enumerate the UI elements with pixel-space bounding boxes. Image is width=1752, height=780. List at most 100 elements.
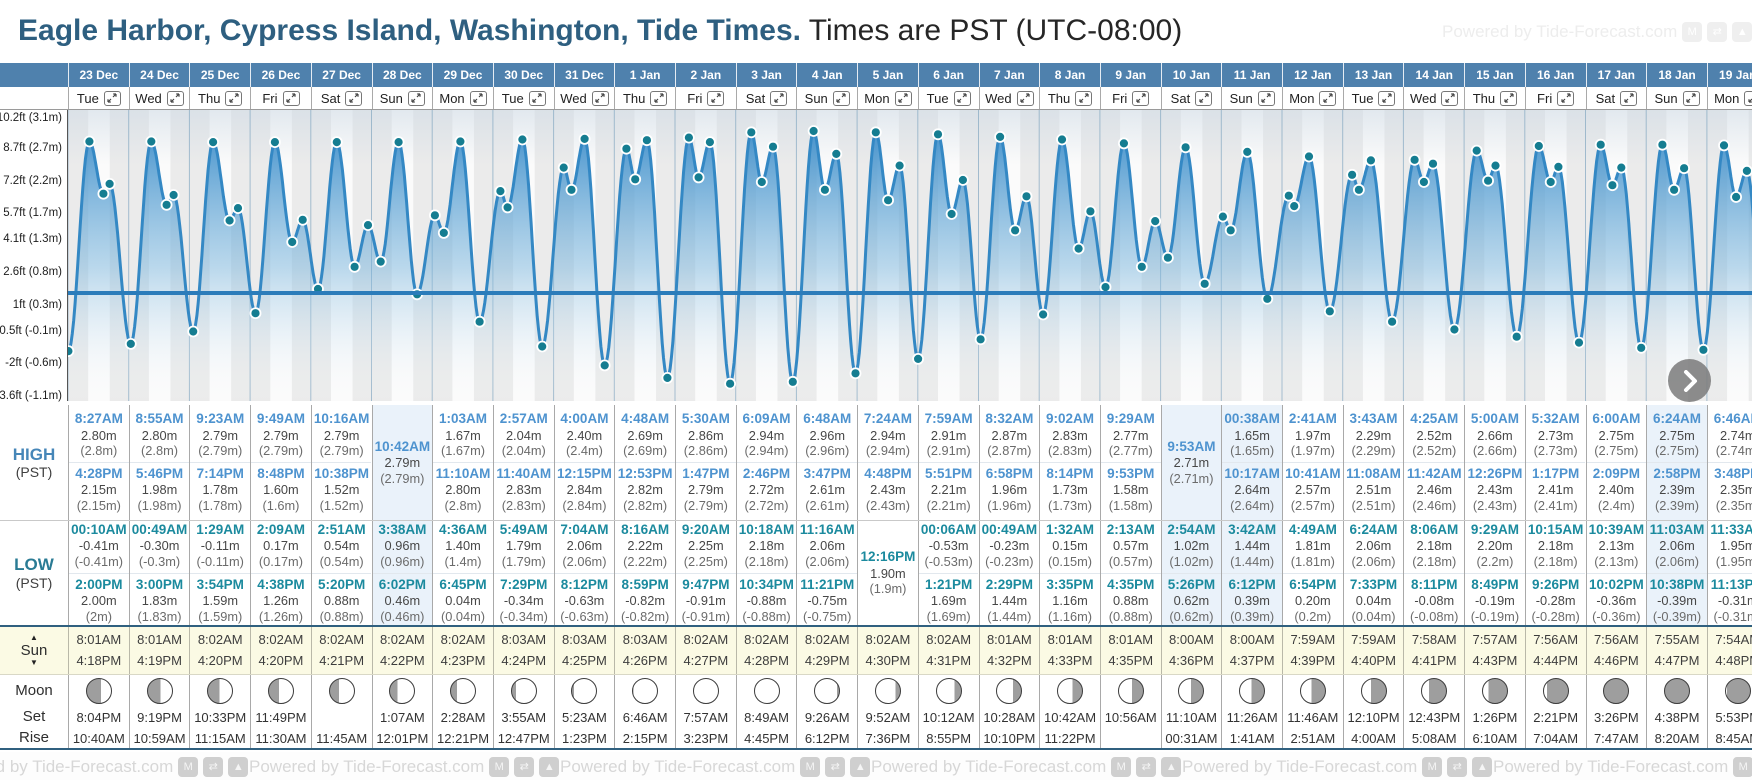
expand-day-button[interactable] [407, 90, 425, 106]
expand-day-button[interactable] [166, 90, 184, 106]
high-tide-entry: 8:27AM 2.80m (2.8m) [69, 408, 129, 462]
moon-phase-cell [1342, 675, 1404, 706]
expand-day-button[interactable] [1195, 90, 1213, 106]
low-tide-entry: 1:21PM 1.69m (1.69m) [918, 572, 979, 626]
expand-icon [1561, 93, 1571, 103]
moon-set-time: 2:21PM [1533, 709, 1579, 725]
expand-day-button[interactable] [282, 90, 300, 106]
sunrise-time: 8:01AM [986, 632, 1032, 648]
tide-height: 2.43m [870, 482, 906, 498]
expand-day-button[interactable] [1744, 90, 1752, 106]
tide-height: 2.57m [1295, 482, 1331, 498]
high-tide-entry: 7:59AM 2.91m (2.91m) [919, 408, 979, 462]
tide-height: 2.51m [1355, 482, 1392, 498]
expand-day-button[interactable] [1075, 90, 1093, 106]
expand-day-button[interactable] [225, 90, 243, 106]
low-tide-entry: 7:04AM 2.06m (2.06m) [555, 521, 615, 573]
expand-day-button[interactable] [1441, 90, 1459, 106]
expand-day-button[interactable] [1257, 90, 1275, 106]
expand-day-button[interactable] [1500, 90, 1518, 106]
weekday-cell: Mon [432, 87, 493, 109]
moon-rise-time: 11:45AM [316, 730, 368, 746]
tide-height-alt: (1.97m) [1290, 443, 1335, 459]
tide-time: 3:48PM [1714, 466, 1752, 481]
low-tide-entry: 11:21PM -0.75m (-0.75m) [797, 572, 858, 626]
moon-phase-cell [796, 675, 858, 706]
tide-time: 2:00PM [75, 576, 123, 592]
low-tide-entry: 5:49AM 1.79m (1.79m) [494, 521, 554, 573]
expand-icon [1323, 93, 1333, 103]
tide-height: 2.79m [263, 427, 299, 443]
high-tide-cell: 9:53AM 2.71m (2.71m) [1160, 405, 1222, 520]
next-days-button[interactable] [1668, 359, 1711, 402]
weekday-cell: Thu [1039, 87, 1100, 109]
sun-rise-set-row: ▲ Sun ▼ 8:01AM 4:18PM 8:01AM 4:19PM 8:02AM 4:… [0, 625, 1752, 675]
tide-height-alt: (-0.63m) [560, 608, 609, 624]
expand-day-button[interactable] [469, 90, 487, 106]
expand-day-button[interactable] [528, 90, 546, 106]
tide-time: 4:25AM [1410, 411, 1459, 427]
low-tide-entry: 5:20PM 0.88m (0.88m) [311, 572, 372, 626]
low-tide-entry: 5:26PM 0.62m (0.62m) [1161, 572, 1222, 626]
low-tide-cell: 11:03AM 2.06m (2.06m) 10:38PM -0.39m (-0.39m) [1646, 521, 1707, 625]
date-cell: 28 Dec [371, 63, 433, 87]
tide-height-alt: (2.79m) [258, 443, 303, 459]
tide-height: 2.29m [1355, 427, 1392, 443]
expand-day-button[interactable] [1378, 90, 1396, 106]
expand-day-button[interactable] [103, 90, 121, 106]
tide-height: -0.08m [1414, 592, 1455, 608]
high-tide-cell: 9:23AM 2.79m (2.79m) 7:14PM 1.78m (1.78m) [189, 405, 251, 520]
expand-day-button[interactable] [1557, 90, 1575, 106]
low-tide-entry: 10:34PM -0.88m (-0.88m) [736, 572, 797, 626]
expand-day-button[interactable] [953, 90, 971, 106]
sunrise-time: 8:01AM [76, 632, 122, 648]
expand-day-button[interactable] [707, 90, 725, 106]
tide-height: 1.78m [202, 482, 239, 498]
moon-set-cell: 3:55AM [492, 706, 554, 728]
tide-height: -0.28m [1535, 592, 1576, 608]
chevron-right-icon [1683, 369, 1697, 392]
sun-label: Sun [20, 641, 48, 659]
expand-day-button[interactable] [1132, 90, 1150, 106]
tide-height: 2.39m [1659, 482, 1695, 498]
low-tide-entry: 12:16PM 1.90m (1.9m) [858, 546, 918, 600]
tide-height: 1.95m [1719, 538, 1752, 554]
expand-day-button[interactable] [1620, 90, 1638, 106]
expand-day-button[interactable] [345, 90, 363, 106]
low-tide-entry: 3:54PM 1.59m (1.59m) [190, 572, 251, 626]
moon-phase-cell [432, 675, 493, 706]
moon-rise-time: 4:00AM [1351, 730, 1396, 746]
tide-time: 3:43AM [1349, 411, 1398, 427]
expand-day-button[interactable] [1682, 90, 1700, 106]
tide-height: 1.97m [1295, 427, 1331, 443]
tide-time: 10:41AM [1285, 466, 1341, 481]
page-title-timezone: Times are PST (UTC-08:00) [801, 14, 1183, 47]
moon-phase-cell [917, 675, 979, 706]
tide-height: -0.34m [503, 592, 544, 608]
tide-time: 6:24AM [1653, 411, 1702, 427]
moon-set-cell: 1:26PM [1464, 706, 1525, 728]
high-tide-entry: 4:00AM 2.40m (2.4m) [555, 408, 615, 462]
moon-rise-time: 11:30AM [255, 730, 307, 746]
expand-day-button[interactable] [894, 90, 912, 106]
tide-height-alt: (0.04m) [440, 608, 486, 624]
expand-day-button[interactable] [832, 90, 850, 106]
expand-icon [107, 93, 117, 103]
expand-day-button[interactable] [1016, 90, 1034, 106]
tide-time: 5:20PM [318, 576, 366, 592]
low-tide-entry: 6:54PM 0.20m (0.2m) [1283, 572, 1343, 626]
tide-height-alt: (0.2m) [1294, 608, 1332, 624]
tide-height: 2.87m [991, 427, 1028, 443]
moon-set-time: 3:26PM [1593, 709, 1639, 725]
tide-time: 11:42AM [1406, 466, 1462, 481]
expand-day-button[interactable] [1319, 90, 1337, 106]
watermark-m-icon: M [800, 757, 821, 777]
expand-day-button[interactable] [591, 90, 609, 106]
tide-height-alt: (2.8m) [80, 443, 118, 459]
sun-cell: 8:03AM 4:24PM [492, 627, 554, 674]
expand-day-button[interactable] [650, 90, 668, 106]
expand-day-button[interactable] [770, 90, 788, 106]
weekday-label: Sun [379, 90, 403, 106]
